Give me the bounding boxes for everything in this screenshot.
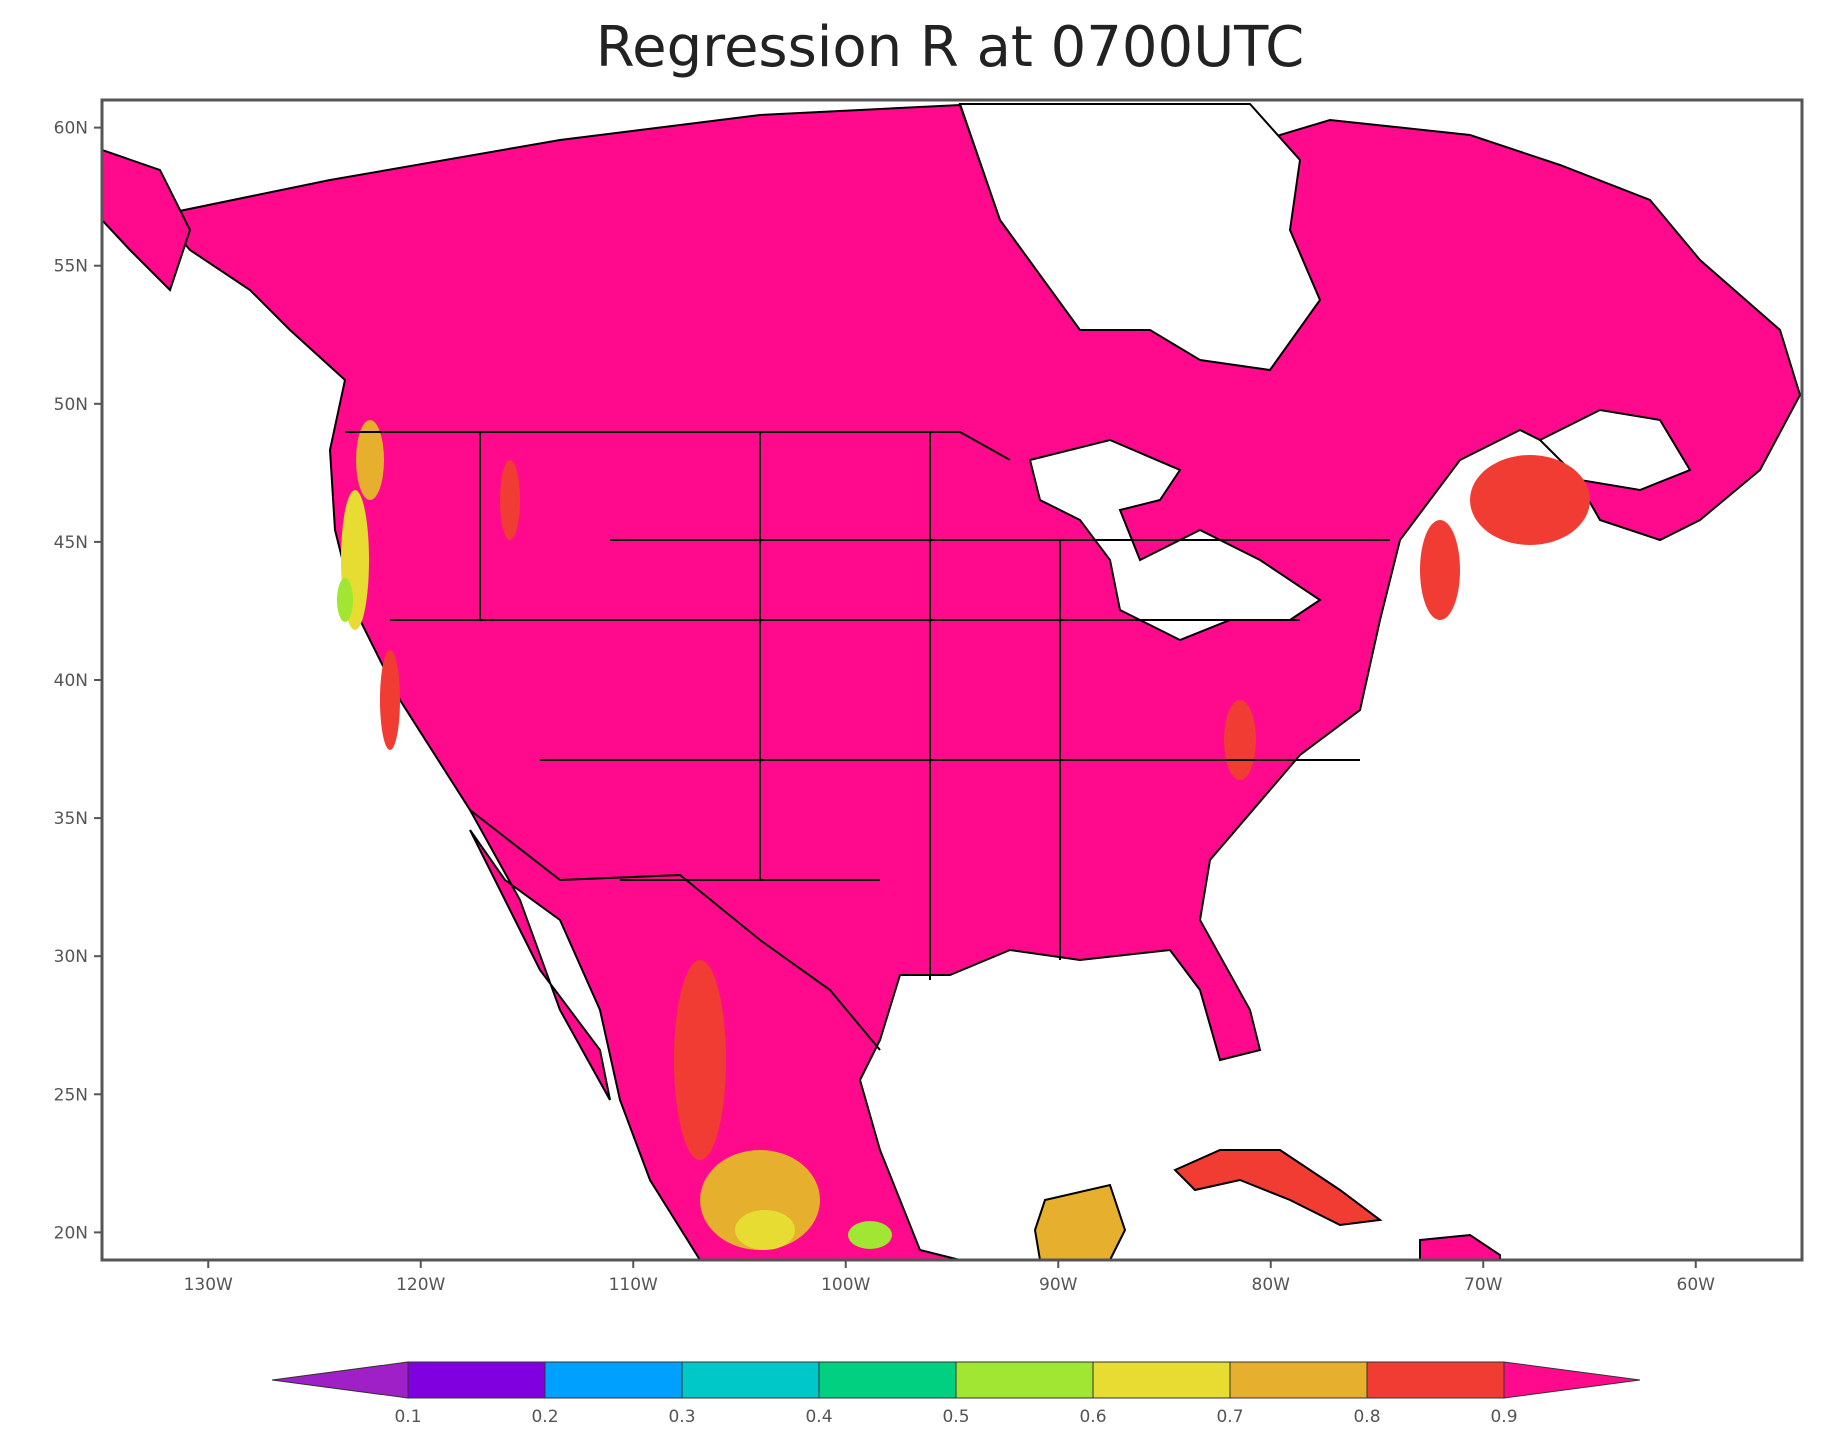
colorbar-segment xyxy=(681,1361,820,1399)
colorbar-segment xyxy=(407,1361,546,1399)
colorbar-level-label: 0.8 xyxy=(1353,1407,1380,1427)
region-west-coast-green xyxy=(337,578,353,622)
lon-tick-label: 130W xyxy=(184,1275,233,1295)
colorbar-level-label: 0.6 xyxy=(1079,1407,1106,1427)
region-mexico-yellow xyxy=(735,1210,795,1250)
landmass-yucatan xyxy=(1033,1183,1127,1260)
longitude-axis: 130W 120W 110W 100W 90W 80W 70W 60W xyxy=(184,1260,1716,1295)
region-appalachia-red xyxy=(1420,520,1460,620)
lat-tick-label: 55N xyxy=(54,257,88,277)
landmass-alaska-panhandle xyxy=(102,148,192,292)
lat-tick-label: 25N xyxy=(54,1085,88,1105)
region-blue-ridge-red xyxy=(1224,700,1256,780)
lat-tick-label: 45N xyxy=(54,533,88,553)
landmass-north-america xyxy=(158,103,1802,1260)
lat-tick-label: 50N xyxy=(54,395,88,415)
region-mexico-red xyxy=(674,960,726,1160)
political-borders xyxy=(345,431,1390,1051)
colorbar-level-label: 0.5 xyxy=(942,1407,969,1427)
region-rockies-red xyxy=(500,460,520,540)
lon-tick-label: 80W xyxy=(1252,1275,1291,1295)
landmass-cuba xyxy=(1173,1149,1383,1227)
great-lakes xyxy=(1028,438,1322,642)
colorbar-segment xyxy=(1366,1361,1505,1399)
lat-tick-label: 20N xyxy=(54,1223,88,1243)
map-content xyxy=(102,103,1802,1260)
region-sierra-red xyxy=(380,650,400,750)
colorbar-level-label: 0.1 xyxy=(394,1407,421,1427)
colorbar-segment xyxy=(544,1361,683,1399)
lon-tick-label: 60W xyxy=(1677,1275,1716,1295)
region-mexico-green xyxy=(848,1221,892,1249)
colorbar-level-label: 0.2 xyxy=(531,1407,558,1427)
region-new-england-red xyxy=(1470,455,1590,545)
lat-tick-label: 60N xyxy=(54,119,88,139)
colorbar-level-label: 0.4 xyxy=(805,1407,832,1427)
lon-tick-label: 100W xyxy=(821,1275,870,1295)
lower-r-regions xyxy=(337,420,1590,1250)
lon-tick-label: 90W xyxy=(1039,1275,1078,1295)
border-us-mexico xyxy=(469,809,881,1051)
colorbar-segment xyxy=(955,1361,1094,1399)
lon-tick-label: 120W xyxy=(396,1275,445,1295)
map-title: Regression R at 0700UTC xyxy=(596,15,1304,80)
map-panel xyxy=(100,98,1804,1262)
colorbar-segment xyxy=(1092,1361,1231,1399)
colorbar-low-triangle xyxy=(271,1361,409,1399)
lat-tick-label: 40N xyxy=(54,671,88,691)
state-borders xyxy=(390,432,1390,980)
lat-tick-label: 35N xyxy=(54,809,88,829)
lon-tick-label: 110W xyxy=(609,1275,658,1295)
colorbar-segment xyxy=(1229,1361,1368,1399)
hudson-bay xyxy=(958,103,1322,372)
colorbar-segment xyxy=(818,1361,957,1399)
colorbar-level-label: 0.3 xyxy=(668,1407,695,1427)
lat-tick-label: 30N xyxy=(54,947,88,967)
region-washington-orange xyxy=(356,420,384,500)
colorbar-level-label: 0.7 xyxy=(1216,1407,1243,1427)
lon-tick-label: 70W xyxy=(1464,1275,1503,1295)
colorbar-level-label: 0.9 xyxy=(1490,1407,1517,1427)
colorbar: 0.1 0.2 0.3 0.4 0.5 0.6 0.7 0.8 0.9 xyxy=(271,1361,1641,1427)
colorbar-high-triangle xyxy=(1503,1361,1641,1399)
latitude-axis: 60N 55N 50N 45N 40N 35N 30N 25N 20N xyxy=(54,119,102,1243)
border-us-canada xyxy=(345,431,1011,461)
